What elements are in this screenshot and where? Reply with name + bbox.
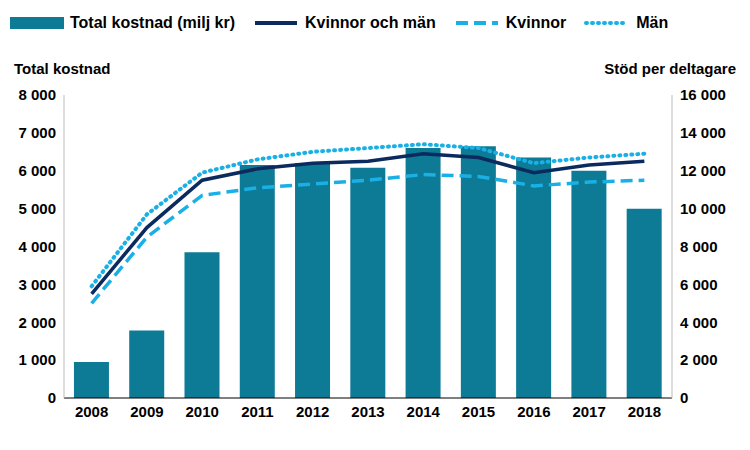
svg-text:7 000: 7 000 <box>18 124 56 141</box>
svg-text:3 000: 3 000 <box>18 276 56 293</box>
svg-text:12 000: 12 000 <box>680 162 726 179</box>
svg-text:14 000: 14 000 <box>680 124 726 141</box>
html-text:Total kostnad: Total kostnad <box>14 60 111 77</box>
svg-text:0: 0 <box>680 389 688 406</box>
svg-text:16 000: 16 000 <box>680 86 726 103</box>
svg-text:2 000: 2 000 <box>18 314 56 331</box>
svg-text:2016: 2016 <box>517 403 550 420</box>
svg-text:2011: 2011 <box>241 403 274 420</box>
svg-text:8 000: 8 000 <box>18 86 56 103</box>
svg-text:0: 0 <box>48 389 56 406</box>
svg-text:6 000: 6 000 <box>680 276 718 293</box>
svg-text:8 000: 8 000 <box>680 238 718 255</box>
html-text:Total kostnad (milj kr): Total kostnad (milj kr) <box>70 14 236 31</box>
html-text:Stöd per deltagare: Stöd per deltagare <box>604 60 736 77</box>
html-text:Kvinnor: Kvinnor <box>505 14 567 31</box>
html-text:Män: Män <box>636 14 669 31</box>
svg-text:2015: 2015 <box>462 403 495 420</box>
svg-text:10 000: 10 000 <box>680 200 726 217</box>
svg-text:2008: 2008 <box>75 403 108 420</box>
svg-text:2012: 2012 <box>296 403 329 420</box>
svg-text:1 000: 1 000 <box>18 351 56 368</box>
svg-text:4 000: 4 000 <box>18 238 56 255</box>
svg-text:2013: 2013 <box>351 403 384 420</box>
svg-text:2017: 2017 <box>572 403 605 420</box>
svg-text:5 000: 5 000 <box>18 200 56 217</box>
svg-text:2009: 2009 <box>130 403 163 420</box>
svg-text:2018: 2018 <box>628 403 661 420</box>
svg-text:2014: 2014 <box>407 403 441 420</box>
svg-text:2010: 2010 <box>185 403 218 420</box>
html-text:Kvinnor och män: Kvinnor och män <box>305 14 436 31</box>
svg-text:2 000: 2 000 <box>680 351 718 368</box>
svg-text:4 000: 4 000 <box>680 314 718 331</box>
svg-text:6 000: 6 000 <box>18 162 56 179</box>
